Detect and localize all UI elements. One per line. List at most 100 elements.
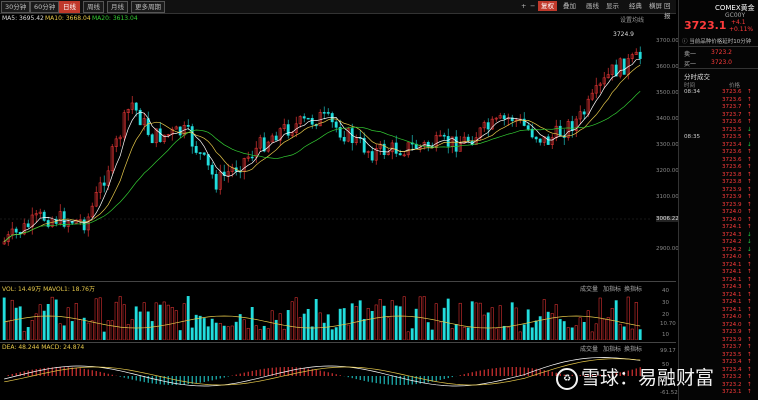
candle-body bbox=[426, 142, 430, 147]
volume-bar bbox=[350, 303, 354, 340]
ticks-title: 分时成交 bbox=[684, 73, 710, 81]
volume-bar bbox=[490, 307, 494, 340]
tab-30min[interactable]: 30分钟 bbox=[1, 1, 31, 13]
arrow-up-icon: ↑ bbox=[747, 276, 752, 283]
tick-row: 3724.1 ↑ bbox=[679, 224, 757, 231]
overlay-button[interactable]: 叠加 bbox=[563, 2, 576, 10]
volume-bar bbox=[574, 325, 578, 340]
candle-body bbox=[406, 142, 410, 156]
tab-weekly[interactable]: 周线 bbox=[83, 1, 104, 13]
candle-body bbox=[310, 118, 314, 125]
macd-switch-indicator-button[interactable]: 换指标 bbox=[624, 346, 643, 353]
candle-body bbox=[574, 118, 578, 131]
candle-body bbox=[550, 137, 554, 145]
delay-notice-text: 当前品种价格延时10分钟 bbox=[689, 39, 752, 45]
arrow-up-icon: ↑ bbox=[747, 201, 752, 208]
candle-body bbox=[274, 135, 278, 141]
candle-body bbox=[58, 211, 62, 224]
tick-price: 3723.8 bbox=[722, 179, 742, 185]
tick-price: 3723.4 bbox=[722, 141, 742, 148]
zoom-in-button[interactable]: + bbox=[521, 2, 527, 10]
volume-bar bbox=[362, 318, 366, 340]
bid-price: 3723.0 bbox=[711, 59, 732, 66]
volume-bar bbox=[166, 304, 170, 340]
candle-body bbox=[206, 154, 210, 166]
volume-bar bbox=[134, 306, 138, 340]
candle-body bbox=[598, 83, 602, 86]
draw-button[interactable]: 画线 bbox=[586, 2, 599, 10]
tick-price: 3724.1 bbox=[722, 269, 742, 275]
tick-row: 08:35 3723.5 ↑ bbox=[679, 134, 757, 141]
volume-bar bbox=[494, 328, 498, 340]
tick-row: 3724.3 ↓ bbox=[679, 232, 757, 239]
volume-bar bbox=[586, 310, 590, 340]
candle-body bbox=[110, 146, 114, 172]
macd-add-indicator-button[interactable]: 加指标 bbox=[603, 346, 622, 353]
candle-body bbox=[530, 128, 534, 138]
tick-price: 3723.6 bbox=[722, 119, 742, 125]
switch-indicator-button[interactable]: 换指标 bbox=[624, 286, 643, 293]
display-button[interactable]: 显示 bbox=[606, 2, 619, 10]
candle-body bbox=[362, 137, 366, 153]
candle-body bbox=[594, 85, 598, 94]
tab-60min[interactable]: 60分钟 bbox=[30, 1, 60, 13]
tab-more-periods[interactable]: 更多周期 bbox=[131, 1, 165, 13]
candle-body bbox=[302, 116, 306, 119]
volume-bar bbox=[534, 320, 538, 340]
arrow-up-icon: ↑ bbox=[747, 351, 752, 358]
tick-row: 3724.1 ↑ bbox=[679, 262, 757, 269]
macd-scale-label: 99.17 bbox=[660, 348, 676, 354]
tab-monthly[interactable]: 月线 bbox=[107, 1, 128, 13]
candle-body bbox=[374, 148, 378, 161]
arrow-up-icon: ↑ bbox=[747, 194, 752, 200]
volume-bar bbox=[618, 323, 622, 340]
volume-ma-line bbox=[4, 315, 641, 329]
tick-time: 08:34 bbox=[684, 89, 701, 95]
candle-body bbox=[278, 128, 282, 141]
ma-settings-link[interactable]: 设置均线 bbox=[620, 17, 645, 24]
landscape-button[interactable]: 横屏 bbox=[649, 2, 662, 10]
tick-price: 3723.4 bbox=[722, 359, 742, 365]
zoom-out-button[interactable]: − bbox=[530, 2, 536, 10]
arrow-up-icon: ↑ bbox=[747, 96, 752, 103]
volume-scale-label: 10.70 bbox=[660, 321, 676, 327]
volume-bar bbox=[426, 322, 430, 340]
macd-scale-label: 50 bbox=[662, 362, 669, 368]
tick-price: 3724.0 bbox=[722, 314, 742, 320]
arrow-up-icon: ↑ bbox=[747, 344, 752, 350]
classic-button[interactable]: 经典 bbox=[629, 2, 642, 10]
tick-row: 3723.6 ↑ bbox=[679, 119, 757, 126]
candle-body bbox=[202, 152, 206, 155]
volume-bar bbox=[302, 313, 306, 340]
ma5-line bbox=[3, 59, 641, 243]
volume-bar bbox=[234, 321, 238, 340]
candle-body bbox=[286, 124, 290, 136]
candle-body bbox=[502, 115, 506, 120]
arrow-down-icon: ↓ bbox=[747, 141, 752, 148]
adjust-button[interactable]: 复权 bbox=[538, 1, 557, 11]
tick-row: 3724.0 ↑ bbox=[679, 209, 757, 216]
macd-volume-button[interactable]: 成交量 bbox=[580, 346, 599, 353]
volume-bar bbox=[190, 327, 194, 340]
tick-price: 3723.7 bbox=[722, 344, 742, 350]
tick-price: 3723.5 bbox=[722, 351, 742, 358]
candle-body bbox=[586, 98, 590, 115]
tick-price: 3724.3 bbox=[722, 284, 742, 290]
candle-body bbox=[258, 137, 262, 149]
candle-body bbox=[618, 58, 622, 77]
volume-bar bbox=[378, 299, 382, 340]
volume-bar bbox=[270, 310, 274, 340]
volume-bar bbox=[110, 320, 114, 340]
arrow-up-icon: ↑ bbox=[747, 171, 752, 178]
volume-bar bbox=[2, 297, 6, 340]
candlestick-chart[interactable] bbox=[0, 22, 650, 276]
candle-body bbox=[214, 173, 218, 190]
back-button[interactable]: 回报 bbox=[664, 2, 671, 20]
tab-daily[interactable]: 日线 bbox=[59, 1, 80, 13]
tick-price: 3723.6 bbox=[722, 89, 742, 95]
candle-body bbox=[74, 219, 78, 224]
candle-body bbox=[254, 147, 258, 158]
add-indicator-button[interactable]: 加指标 bbox=[603, 286, 622, 293]
volume-indicator-button[interactable]: 成交量 bbox=[580, 286, 599, 293]
volume-bar bbox=[526, 309, 530, 340]
